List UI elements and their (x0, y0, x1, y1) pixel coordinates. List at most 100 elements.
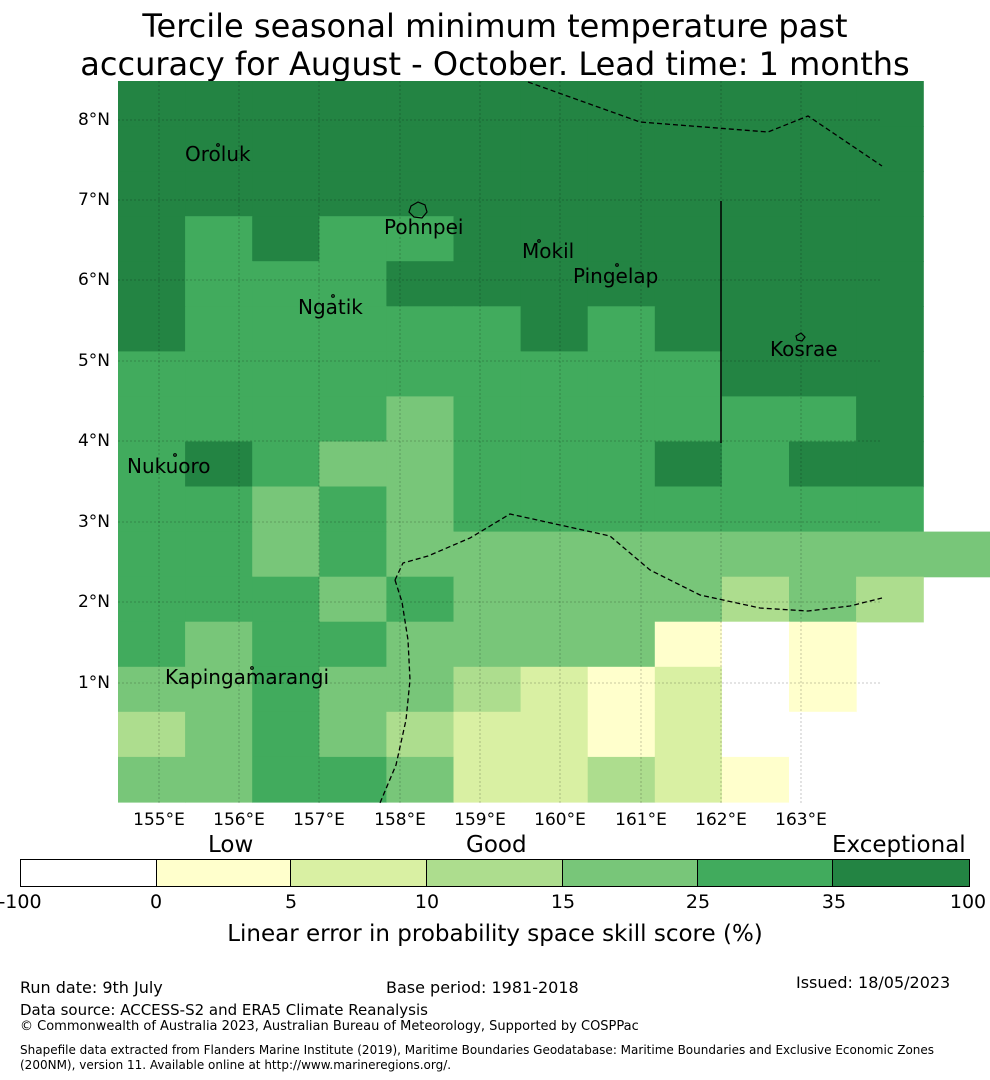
grid-cell (721, 441, 790, 488)
eez-boundary-north (527, 81, 883, 167)
grid-cell (118, 306, 186, 352)
grid-cell (386, 531, 455, 578)
place-label-pingelap: Pingelap (573, 264, 658, 288)
grid-cell (587, 666, 656, 713)
grid-cell (520, 756, 589, 803)
grid-cell (587, 621, 656, 668)
copyright: © Commonwealth of Australia 2023, Austra… (20, 1019, 639, 1034)
grid-cell (252, 756, 320, 803)
base-period: Base period: 1981-2018 (386, 978, 579, 997)
grid-cell (520, 621, 589, 668)
grid-cell (789, 171, 857, 217)
grid-cell (118, 621, 186, 668)
kosrae-outline (795, 332, 806, 342)
grid-cell (319, 81, 387, 127)
grid-cell (721, 621, 790, 668)
colorbar-tick: -100 (0, 891, 42, 913)
grid-cell (654, 576, 723, 623)
grid-cell (453, 81, 522, 127)
grid-cell (520, 81, 589, 127)
grid-cell (453, 306, 522, 352)
lat-label: 2°N (77, 592, 110, 612)
grid-cell (185, 396, 253, 443)
grid-cell (587, 711, 656, 758)
lon-label: 157°E (293, 810, 345, 830)
grid-cell (587, 261, 656, 307)
grid-cell (654, 756, 723, 803)
grid-cell (520, 396, 589, 443)
grid-cell (319, 261, 387, 307)
grid-cell (185, 306, 253, 352)
grid-cell (453, 351, 522, 398)
grid-cell (520, 351, 589, 398)
grid-cell (789, 441, 857, 488)
grid-cell (654, 81, 723, 127)
grid-cell (856, 486, 924, 533)
grid-cell (319, 171, 387, 217)
place-label-pohnpei: Pohnpei (384, 215, 464, 239)
place-label-nukuoro: Nukuoro (127, 454, 211, 478)
colorbar-swatch (697, 860, 834, 886)
data-source: Data source: ACCESS-S2 and ERA5 Climate … (20, 1001, 428, 1019)
grid-cell (252, 81, 320, 127)
grid-cell (118, 576, 186, 623)
grid-cell (789, 126, 857, 172)
grid-cell (319, 216, 387, 262)
grid-cell (252, 396, 320, 443)
oroluk-outline (216, 143, 220, 147)
grid-cell (386, 756, 455, 803)
grid-cell (252, 351, 320, 398)
grid-cell (923, 531, 990, 578)
grid-cell (453, 261, 522, 307)
grid-cell (252, 171, 320, 217)
grid-cell (654, 441, 723, 488)
grid-cell (185, 711, 253, 758)
grid-cell (453, 171, 522, 217)
place-labels: Oroluk Pohnpei Mokil Pingelap Ngatik Kos… (127, 142, 838, 689)
grid-cell (252, 666, 320, 713)
grid-cell (453, 126, 522, 172)
grid-cell (721, 396, 790, 443)
grid-cell (118, 396, 186, 443)
grid-cell (587, 756, 656, 803)
lon-label: 156°E (213, 810, 265, 830)
grid-cell (721, 576, 790, 623)
grid-cell (789, 306, 857, 352)
grid-cell (856, 576, 924, 623)
colorbar-swatch (562, 860, 698, 886)
grid-cell (118, 216, 186, 262)
grid-cell (721, 756, 790, 803)
grid-cell (789, 621, 857, 668)
colorbar-tick: 100 (949, 891, 987, 913)
run-date: Run date: 9th July (20, 978, 163, 997)
grid-cell (319, 666, 387, 713)
grid-cell (721, 126, 790, 172)
grid-cell (185, 576, 253, 623)
grid-cell (520, 576, 589, 623)
grid-cell (654, 171, 723, 217)
grid-cell (789, 396, 857, 443)
lon-label: 158°E (374, 810, 426, 830)
grid-cell (386, 126, 455, 172)
grid-cell (118, 441, 186, 488)
grid-cell (386, 306, 455, 352)
grid-cell (252, 261, 320, 307)
grid-cell (453, 441, 522, 488)
grid-cell (520, 306, 589, 352)
grid-cell (789, 711, 857, 758)
colorbar (20, 859, 970, 887)
pohnpei-outline (408, 201, 428, 219)
grid-cell (386, 396, 455, 443)
lat-label: 5°N (77, 351, 110, 371)
eez-boundary-west (379, 579, 411, 804)
grid-cell (386, 486, 455, 533)
grid-cell (118, 351, 186, 398)
place-label-mokil: Mokil (522, 239, 574, 263)
grid-cell (654, 126, 723, 172)
colorbar-tick: 10 (414, 891, 440, 913)
grid-cell (185, 756, 253, 803)
lat-label: 7°N (77, 190, 110, 210)
grid-cell (520, 216, 589, 262)
grid-cell (856, 171, 924, 217)
grid-cell (789, 576, 857, 623)
